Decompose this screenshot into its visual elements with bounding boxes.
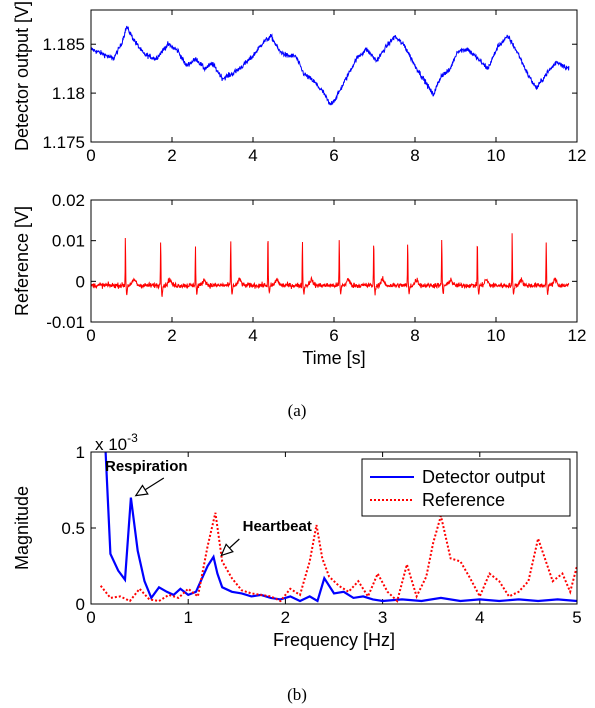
detector-output-line	[90, 25, 570, 106]
x-axis-label: Time [s]	[302, 348, 365, 368]
y-tick-label: 0	[76, 272, 85, 291]
y-multiplier-label: x 10-3	[95, 431, 138, 454]
y-multiplier-exponent: -3	[127, 431, 138, 445]
legend-box	[361, 458, 571, 517]
y-tick-label: 0.02	[52, 191, 85, 210]
y-tick-label: -0.01	[46, 313, 85, 332]
x-tick-label: 8	[410, 326, 419, 345]
plot-frame	[90, 451, 578, 605]
heartbeat-arrow-head	[220, 543, 234, 557]
y-axis-label: Detector output [V]	[12, 1, 32, 151]
plot-frame	[90, 9, 578, 143]
x-axis-label: Frequency [Hz]	[273, 630, 395, 650]
y-tick-label: 1.18	[52, 84, 85, 103]
annotation-heartbeat: Heartbeat	[243, 518, 312, 535]
legend-label-detector: Detector output	[422, 467, 545, 487]
x-tick-label: 4	[475, 608, 484, 627]
y-tick-label: 0.01	[52, 232, 85, 251]
x-tick-label: 10	[487, 146, 506, 165]
spectrum-series	[99, 452, 577, 603]
y-tick-label: 0	[76, 595, 85, 614]
spectrum-panel: 0 1 2 3 4 5 0 0.5 1 Magnitude Frequency [Hz] x 10-3…	[12, 431, 582, 650]
detector-output-panel: 0 2 4 6 8 10 12 1.175 1.18 1.185 Detector output […	[12, 1, 586, 165]
reference-spectrum-line	[99, 512, 577, 603]
y-tick-label: 1.175	[42, 133, 85, 152]
x-tick-label: 8	[410, 146, 419, 165]
y-axis-label: Magnitude	[12, 486, 32, 570]
x-tick-label: 0	[86, 326, 95, 345]
y-tick-label: 0.5	[61, 519, 85, 538]
respiration-arrow-head	[134, 484, 149, 497]
caption-a: (a)	[288, 401, 307, 420]
annotation-respiration: Respiration	[105, 458, 188, 475]
x-tick-label: 6	[329, 326, 338, 345]
x-tick-label: 1	[183, 608, 192, 627]
reference-line	[90, 233, 570, 297]
y-axis-label: Reference [V]	[12, 206, 32, 316]
y-multiplier-base: x 10	[95, 435, 127, 454]
x-tick-label: 12	[568, 326, 587, 345]
x-tick-label: 0	[86, 146, 95, 165]
x-tick-label: 0	[86, 608, 95, 627]
x-tick-label: 12	[568, 146, 587, 165]
x-tick-label: 2	[167, 146, 176, 165]
x-tick-label: 4	[248, 326, 257, 345]
x-tick-label: 4	[248, 146, 257, 165]
y-tick-label: 1	[76, 443, 85, 462]
x-tick-label: 10	[487, 326, 506, 345]
x-tick-label: 2	[281, 608, 290, 627]
x-tick-label: 2	[167, 326, 176, 345]
x-tick-label: 3	[378, 608, 387, 627]
legend-label-reference: Reference	[422, 490, 505, 510]
x-tick-label: 6	[329, 146, 338, 165]
x-tick-label: 5	[572, 608, 581, 627]
caption-b: (b)	[287, 685, 307, 704]
plot-frame	[90, 199, 578, 323]
y-tick-label: 1.185	[42, 35, 85, 54]
